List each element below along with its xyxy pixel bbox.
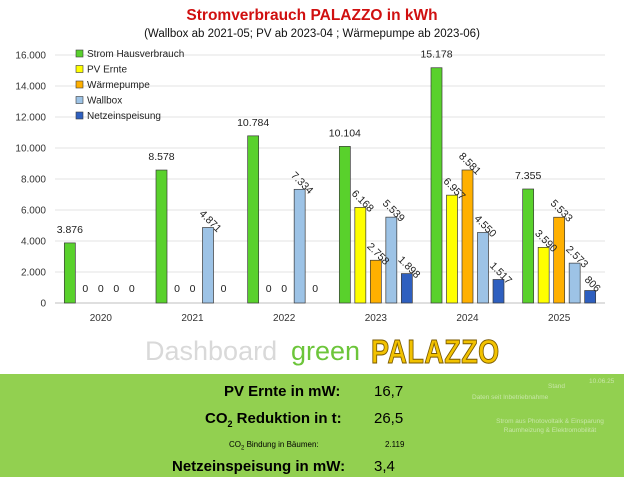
legend-label: Wärmepumpe bbox=[87, 80, 150, 91]
bar bbox=[537, 247, 550, 304]
x-tick-label: 2023 bbox=[365, 313, 388, 324]
data-label: 0 bbox=[82, 283, 88, 295]
legend-label: Wallbox bbox=[87, 96, 122, 107]
bar bbox=[522, 188, 535, 304]
data-label: 7.355 bbox=[515, 170, 541, 182]
legend: Strom Hausverbrauch PV Ernte Wärmepumpe Wal… bbox=[75, 49, 184, 122]
gridlines bbox=[55, 54, 605, 304]
stand-date: 10.06.25 bbox=[589, 378, 615, 385]
y-tick-label: 14.000 bbox=[15, 82, 46, 93]
bar bbox=[446, 194, 458, 304]
co2-reduction-value: 26,5 bbox=[374, 410, 404, 427]
pv-harvest-value: 16,7 bbox=[374, 383, 404, 400]
dashboard-banner: Dashboard green PALAZZO bbox=[0, 333, 624, 374]
bar bbox=[202, 227, 214, 304]
legend-swatch bbox=[75, 80, 84, 89]
bar bbox=[369, 259, 382, 304]
bar bbox=[385, 216, 398, 304]
x-axis-ticks: 2020 2021 2022 2023 2024 2025 bbox=[90, 313, 571, 324]
bar bbox=[568, 262, 581, 304]
data-label: 0 bbox=[312, 283, 318, 295]
bar bbox=[400, 273, 413, 304]
data-label: 10.104 bbox=[329, 127, 361, 139]
data-label: 15.178 bbox=[420, 49, 452, 61]
co2-trees-value: 2.119 bbox=[385, 440, 405, 449]
grid-feed-in-value: 3,4 bbox=[374, 458, 395, 475]
data-source-note: Daten seit Inbetriebnahme bbox=[472, 394, 549, 401]
y-tick-label: 8.000 bbox=[21, 175, 46, 186]
data-label: 0 bbox=[266, 283, 272, 295]
bar bbox=[553, 216, 566, 304]
data-label: 0 bbox=[190, 283, 196, 295]
data-label: 0 bbox=[174, 283, 180, 295]
bar bbox=[492, 279, 505, 304]
legend-swatch bbox=[75, 96, 84, 104]
data-label: 0 bbox=[221, 283, 227, 295]
data-label: 0 bbox=[129, 283, 135, 295]
data-label: 0 bbox=[113, 283, 119, 295]
energy-bar-chart: Stromverbrauch PALAZZO in kWh (Wallbox a… bbox=[15, 7, 605, 324]
co2-trees-label: CO2 Bindung in Bäumen: bbox=[229, 440, 319, 452]
legend-swatch bbox=[75, 111, 84, 120]
banner-palazzo-logo: PALAZZO bbox=[371, 333, 500, 371]
y-tick-label: 2.000 bbox=[21, 268, 46, 279]
bar bbox=[293, 188, 306, 304]
data-label: 10.784 bbox=[237, 117, 269, 129]
pv-harvest-label: PV Ernte in mW: bbox=[224, 383, 341, 400]
bar bbox=[247, 135, 260, 304]
legend-swatch bbox=[75, 49, 84, 58]
y-tick-label: 10.000 bbox=[15, 144, 46, 155]
co2-reduction-label: CO2 Reduktion in t: bbox=[205, 410, 342, 429]
y-axis-ticks: 0 2.000 4.000 6.000 8.000 10.000 12.000 14.000 1… bbox=[15, 51, 46, 310]
y-tick-label: 12.000 bbox=[15, 113, 46, 124]
x-tick-label: 2024 bbox=[456, 313, 479, 324]
y-tick-label: 4.000 bbox=[21, 237, 46, 248]
data-label: 0 bbox=[98, 283, 104, 295]
bar bbox=[477, 232, 489, 304]
x-tick-label: 2020 bbox=[90, 313, 113, 324]
data-label: 0 bbox=[281, 283, 287, 295]
legend-swatch bbox=[75, 65, 84, 73]
banner-green-text: green bbox=[291, 336, 361, 366]
grid-feed-in-label: Netzeinspeisung in mW: bbox=[172, 458, 346, 475]
bar bbox=[338, 146, 351, 304]
data-label: 8.578 bbox=[148, 151, 174, 163]
y-tick-label: 0 bbox=[40, 299, 46, 310]
x-tick-label: 2022 bbox=[273, 313, 296, 324]
stand-label: Stand bbox=[548, 383, 565, 390]
y-tick-label: 16.000 bbox=[15, 51, 46, 62]
data-label: 3.876 bbox=[57, 224, 83, 236]
bar bbox=[430, 67, 443, 304]
legend-label: Strom Hausverbrauch bbox=[87, 49, 184, 60]
x-tick-label: 2025 bbox=[548, 313, 571, 324]
bars bbox=[63, 67, 597, 304]
bar bbox=[584, 290, 597, 304]
bar bbox=[63, 242, 76, 304]
chart-subtitle: (Wallbox ab 2021-05; PV ab 2023-04 ; Wär… bbox=[144, 28, 480, 40]
electricity-note: Strom aus Photovoltaik & Einsparung Raum… bbox=[496, 418, 604, 434]
summary-panel: PV Ernte in mW: 16,7 CO2 Reduktion in t:… bbox=[0, 374, 624, 477]
x-tick-label: 2021 bbox=[181, 313, 204, 324]
bar bbox=[461, 169, 474, 304]
y-tick-label: 6.000 bbox=[21, 206, 46, 217]
chart-title: Stromverbrauch PALAZZO in kWh bbox=[186, 7, 437, 24]
bar bbox=[155, 169, 168, 304]
legend-label: PV Ernte bbox=[87, 65, 127, 76]
legend-label: Netzeinspeisung bbox=[87, 111, 161, 122]
banner-dashboard-text: Dashboard bbox=[145, 336, 278, 366]
bar bbox=[354, 207, 367, 304]
